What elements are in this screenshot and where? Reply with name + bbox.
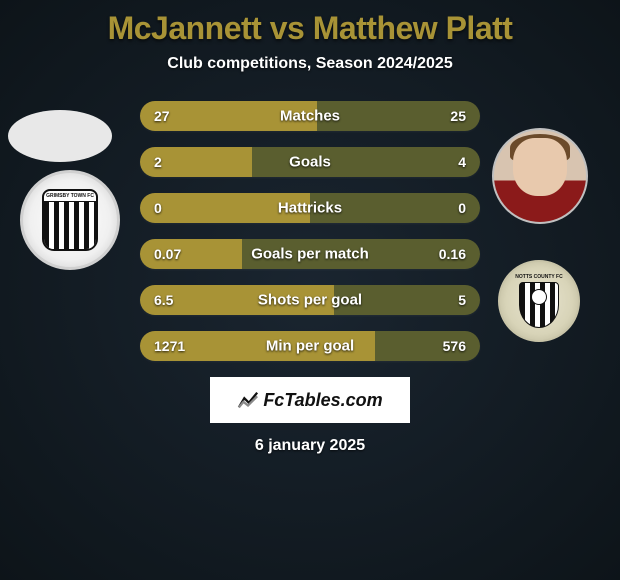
- club-right-ball-icon: [531, 289, 547, 305]
- bar-left-fill: [140, 239, 242, 269]
- club-left-name: GRIMSBY TOWN FC: [44, 191, 96, 202]
- stat-bar: 2725Matches: [140, 101, 480, 131]
- bar-right-fill: [310, 193, 480, 223]
- footer-date: 6 january 2025: [0, 437, 620, 455]
- bar-left-fill: [140, 147, 252, 177]
- stat-bar: 00Hattricks: [140, 193, 480, 223]
- bar-right-fill: [375, 331, 480, 361]
- comparison-card: McJannett vs Matthew Platt Club competit…: [0, 0, 620, 455]
- bar-left-fill: [140, 285, 334, 315]
- club-right-name: NOTTS COUNTY FC: [515, 274, 562, 280]
- club-right-shield: [519, 282, 559, 328]
- stat-bar: 6.55Shots per goal: [140, 285, 480, 315]
- bar-right-fill: [317, 101, 480, 131]
- club-left-crest: GRIMSBY TOWN FC: [20, 170, 120, 270]
- club-right-crest: NOTTS COUNTY FC: [498, 260, 580, 342]
- page-title: McJannett vs Matthew Platt: [0, 10, 620, 47]
- club-left-stripes: [44, 202, 96, 249]
- chart-icon: [237, 389, 259, 411]
- player-left-avatar: [8, 110, 112, 162]
- club-left-shield: GRIMSBY TOWN FC: [42, 189, 98, 251]
- footer-brand-box: FcTables.com: [210, 377, 410, 423]
- bar-right-fill: [252, 147, 480, 177]
- bar-right-fill: [334, 285, 480, 315]
- page-subtitle: Club competitions, Season 2024/2025: [0, 55, 620, 73]
- stat-bar: 24Goals: [140, 147, 480, 177]
- bar-left-fill: [140, 193, 310, 223]
- player-right-face: [513, 138, 567, 196]
- stats-container: 2725Matches 24Goals 00Hattricks 0.070.16Goa…: [140, 101, 480, 361]
- footer-brand-text: FcTables.com: [263, 390, 382, 411]
- bar-left-fill: [140, 331, 375, 361]
- stat-bar: 0.070.16Goals per match: [140, 239, 480, 269]
- stat-bar: 1271576Min per goal: [140, 331, 480, 361]
- player-right-avatar: [492, 128, 588, 224]
- bar-right-fill: [242, 239, 480, 269]
- bar-left-fill: [140, 101, 317, 131]
